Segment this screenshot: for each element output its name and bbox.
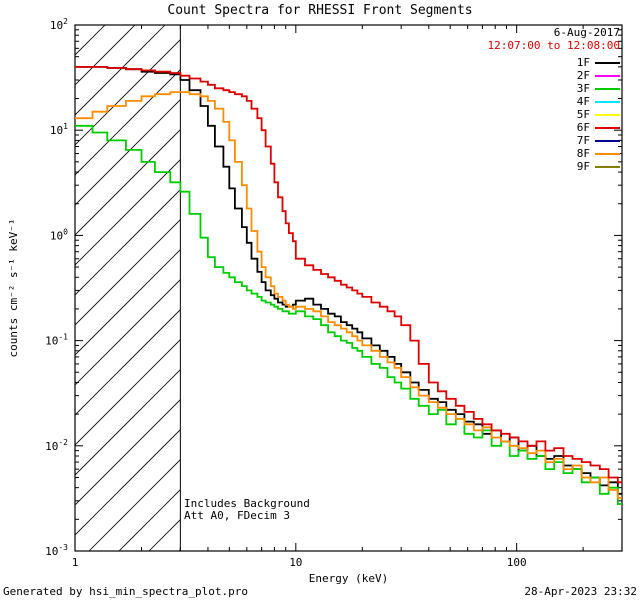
legend-item-5f: 5F [577, 108, 620, 121]
legend-label: 8F [576, 147, 590, 160]
legend-color-line [595, 87, 620, 90]
x-tick-label: 100 [507, 556, 527, 569]
y-tick-label: 100 [50, 227, 68, 242]
legend-color-line [595, 74, 620, 77]
annotation-attenuator-state: Att A0, FDecim 3 [184, 509, 290, 522]
y-tick-label: 101 [50, 122, 68, 137]
legend-item-1f: 1F [577, 56, 620, 69]
plot-frame [74, 24, 623, 552]
legend-color-line [595, 126, 620, 129]
series-8F-curve [75, 91, 622, 499]
series-3F-curve [75, 124, 622, 505]
chart-title: Count Spectra for RHESSI Front Segments [167, 3, 473, 18]
y-tick-label: 10-3 [45, 543, 68, 558]
legend: 1F 2F 3F 4F 5F 6F 7F 8F 9F [577, 56, 620, 173]
legend-label: 6F [576, 121, 590, 134]
footer-timestamp: 28-Apr-2023 23:32 [524, 585, 637, 598]
legend-color-line [595, 139, 620, 142]
x-tick-label: 1 [72, 556, 79, 569]
observation-time-range: 12:07:00 to 12:08:00 [487, 39, 620, 52]
legend-color-line [595, 152, 620, 155]
x-axis-label: Energy (keV) [309, 572, 388, 585]
legend-label: 3F [576, 82, 590, 95]
series-1F-curve [75, 66, 622, 495]
legend-color-line [595, 100, 620, 103]
y-tick-label: 102 [50, 17, 68, 32]
legend-color-line [595, 113, 620, 116]
footer-generator-text: Generated by hsi_min_spectra_plot.pro [3, 585, 249, 598]
y-tick-label: 10-2 [45, 438, 68, 453]
legend-label: 9F [576, 160, 590, 173]
legend-color-line [595, 165, 620, 168]
legend-label: 4F [576, 95, 590, 108]
legend-item-7f: 7F [577, 134, 620, 147]
y-axis-label: counts cm⁻² s⁻¹ keV⁻¹ [7, 218, 20, 357]
legend-label: 7F [576, 134, 590, 147]
hatch-region [75, 25, 181, 551]
legend-label: 2F [576, 69, 590, 82]
y-tick-label: 10-1 [45, 333, 68, 348]
legend-color-line [595, 61, 620, 64]
legend-item-8f: 8F [577, 147, 620, 160]
legend-label: 1F [576, 56, 590, 69]
observation-date: 6-Aug-2017 [553, 26, 620, 39]
legend-item-6f: 6F [577, 121, 620, 134]
legend-item-2f: 2F [577, 69, 620, 82]
legend-item-3f: 3F [577, 82, 620, 95]
annotation-includes-background: Includes Background [184, 497, 310, 510]
legend-item-4f: 4F [577, 95, 620, 108]
series-6F-curve [75, 66, 622, 484]
legend-label: 5F [576, 108, 590, 121]
legend-item-9f: 9F [577, 160, 620, 173]
x-tick-label: 10 [289, 556, 302, 569]
